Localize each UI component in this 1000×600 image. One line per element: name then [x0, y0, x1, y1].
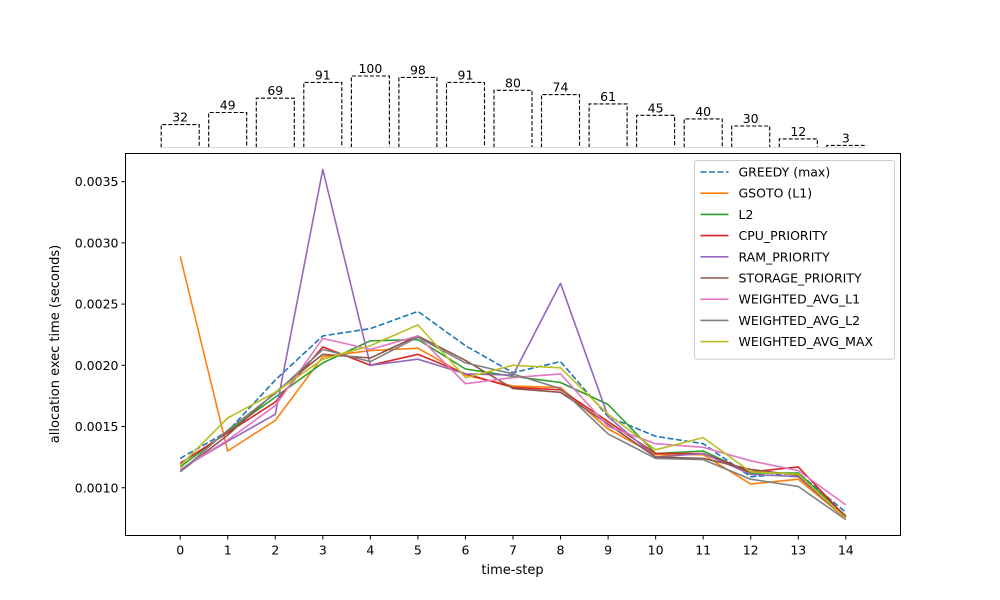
bar-value-label: 30	[743, 111, 759, 126]
series-line-ram-priority	[179, 168, 847, 520]
bar	[160, 124, 200, 148]
bar-value-label: 69	[267, 83, 283, 98]
bar	[445, 81, 486, 148]
x-axis-ticks: 0 1 2 3 4 5 6 7 8 9 10 11 12 13 14	[176, 535, 854, 558]
x-tick-label: 1	[224, 543, 232, 558]
series-line-weighted-avg-max	[179, 324, 847, 519]
line-chart: 0 1 2 3 4 5 6 7 8 9 10 11 12 13 14 0.00100.00150.00200…	[48, 153, 901, 578]
legend-entry-label: GSOTO (L1)	[739, 186, 813, 201]
bar	[588, 103, 628, 148]
bar-value-label: 74	[553, 80, 569, 95]
bar-value-label: 40	[695, 104, 711, 119]
x-tick-label: 14	[838, 543, 854, 558]
y-tick-label: 0.0035	[75, 174, 119, 189]
x-tick-label: 9	[604, 543, 612, 558]
series-line-weighted-avg-l1	[179, 335, 847, 506]
bar	[303, 81, 343, 148]
legend-entry-label: L2	[739, 207, 754, 222]
x-tick-label: 10	[648, 543, 664, 558]
x-tick-label: 13	[790, 543, 806, 558]
series-line-storage-priority	[179, 335, 847, 519]
x-tick-label: 5	[414, 543, 422, 558]
y-axis-ticks: 0.0010 0.0015 0.0020 0.0025 0.0030 0.0035	[75, 174, 126, 495]
bar	[540, 94, 581, 148]
bar	[350, 75, 390, 148]
x-tick-label: 4	[366, 543, 374, 558]
bar	[398, 76, 438, 148]
series-line-gsoto-l1	[179, 256, 847, 520]
top-bar-chart: 32 49 69 91 100 98 91 80 74 61 45 40 30 12 3	[160, 61, 866, 148]
legend-entry-label: WEIGHTED_AVG_MAX	[739, 334, 874, 349]
y-tick-label: 0.0025	[75, 297, 119, 312]
series-lines	[179, 168, 847, 521]
bar-value-label: 32	[172, 110, 188, 125]
legend-entry-label: WEIGHTED_AVG_L2	[739, 313, 861, 328]
bar-value-label: 61	[600, 89, 616, 104]
series-line-weighted-avg-l2	[179, 336, 847, 521]
x-tick-label: 0	[176, 543, 184, 558]
bar	[731, 125, 771, 148]
bar	[493, 89, 533, 148]
legend-entry-label: RAM_PRIORITY	[739, 249, 831, 264]
x-tick-label: 2	[271, 543, 279, 558]
bar-value-label: 98	[410, 62, 426, 77]
bar	[208, 111, 248, 148]
legend: GREEDY (max) GSOTO (L1) L2 CPU_PRIORITY RAM_…	[694, 160, 895, 360]
y-axis-label: allocation exec time (seconds)	[48, 245, 63, 443]
x-tick-label: 11	[695, 543, 711, 558]
legend-box	[694, 160, 895, 360]
bar-value-label: 80	[505, 75, 521, 90]
y-tick-label: 0.0030	[75, 235, 119, 250]
x-axis-label: time-step	[481, 563, 543, 578]
bar	[683, 118, 723, 148]
bar-value-label: 91	[315, 67, 331, 82]
x-tick-label: 7	[509, 543, 517, 558]
x-tick-label: 8	[557, 543, 565, 558]
bar-value-label: 91	[458, 67, 474, 82]
legend-entry-label: WEIGHTED_AVG_L1	[739, 292, 861, 307]
x-tick-label: 3	[319, 543, 327, 558]
legend-entry-label: STORAGE_PRIORITY	[739, 271, 863, 286]
bar	[636, 114, 676, 148]
y-tick-label: 0.0020	[75, 358, 119, 373]
x-tick-label: 6	[462, 543, 470, 558]
bar-value-label: 100	[358, 61, 382, 76]
bar-value-label: 49	[220, 98, 236, 113]
bar-value-label: 45	[648, 100, 664, 115]
y-tick-label: 0.0015	[75, 419, 119, 434]
y-tick-label: 0.0010	[75, 480, 119, 495]
x-tick-label: 12	[743, 543, 759, 558]
bar-value-label: 3	[842, 130, 850, 145]
series-line-greedy-max	[179, 310, 847, 513]
legend-entry-label: CPU_PRIORITY	[739, 228, 828, 243]
bar	[255, 97, 295, 148]
bar	[778, 138, 818, 148]
bar	[826, 144, 866, 148]
legend-entry-label: GREEDY (max)	[739, 165, 831, 180]
bar-value-label: 12	[790, 124, 806, 139]
